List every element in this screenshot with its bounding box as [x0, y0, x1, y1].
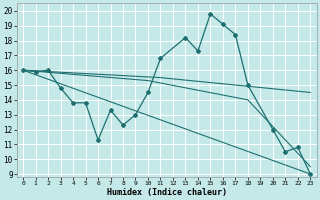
X-axis label: Humidex (Indice chaleur): Humidex (Indice chaleur): [107, 188, 227, 197]
